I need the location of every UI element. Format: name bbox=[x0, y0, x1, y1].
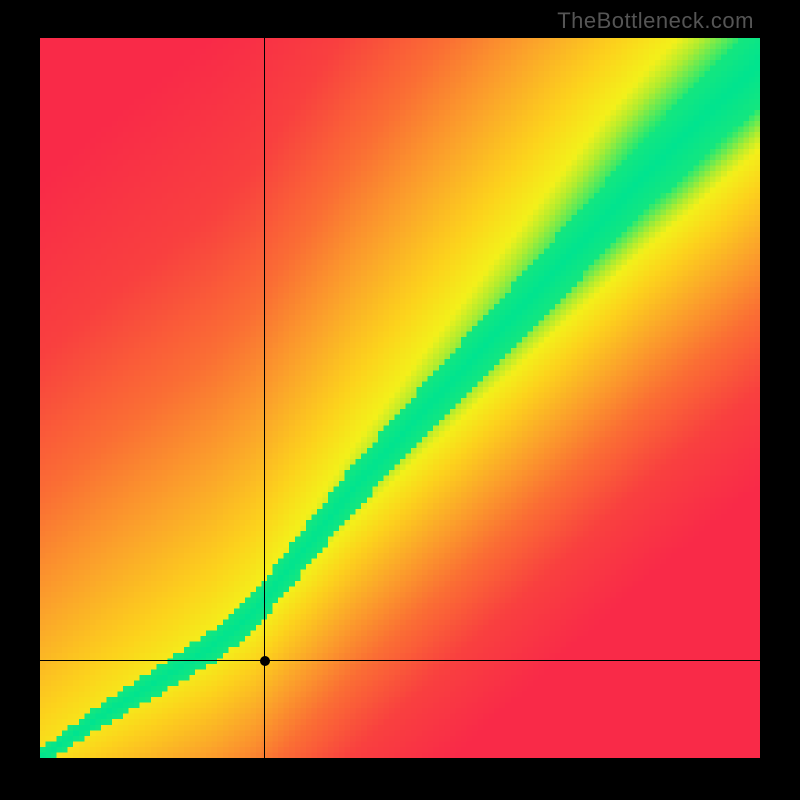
chart-container: TheBottleneck.com bbox=[0, 0, 800, 800]
crosshair-vertical bbox=[264, 38, 265, 758]
watermark-text: TheBottleneck.com bbox=[557, 8, 754, 34]
marker-dot bbox=[260, 656, 270, 666]
crosshair-horizontal bbox=[40, 660, 760, 661]
bottleneck-heatmap bbox=[40, 38, 760, 758]
